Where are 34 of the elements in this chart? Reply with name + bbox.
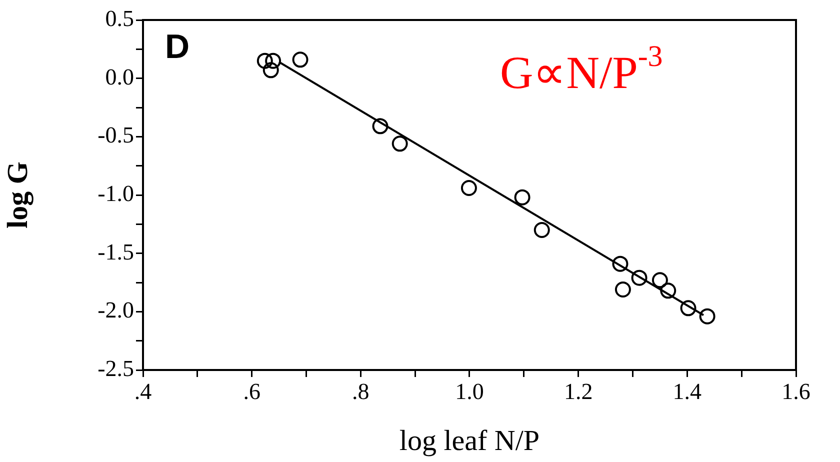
point (460, 180, 477, 196)
x-tick-label: .8 (352, 378, 370, 404)
point (256, 52, 273, 69)
point (534, 222, 550, 238)
y-axis-title: log G (2, 162, 34, 228)
point (372, 118, 388, 134)
y-tick-label: -1.5 (98, 239, 134, 264)
x-tick-label: 1.4 (672, 378, 702, 404)
point (699, 308, 716, 324)
x-tick-label: .6 (243, 378, 260, 404)
x-tick-label: 1.2 (564, 378, 593, 404)
point (392, 136, 408, 152)
y-tick-label: -0.5 (98, 122, 134, 148)
y-tick-label: 0.5 (105, 6, 134, 32)
point (660, 282, 676, 299)
x-tick-label: 1.6 (782, 378, 810, 404)
x-axis-title: log leaf N/P (399, 425, 540, 458)
x-tick-label: 1.0 (455, 378, 484, 404)
annotation: D (165, 28, 190, 67)
y-tick-label: -1.0 (98, 181, 134, 206)
point (265, 52, 282, 69)
point (614, 282, 631, 298)
point (652, 272, 668, 288)
annotation: G∝N/P$^{-3}$ (500, 40, 663, 99)
x-tick-label: .4 (134, 378, 152, 404)
y-tick-label: -2.5 (98, 356, 134, 382)
y-tick-label: 0.0 (105, 64, 134, 90)
point (292, 52, 308, 68)
point (262, 62, 279, 78)
point (514, 189, 530, 206)
point (631, 270, 648, 286)
point (612, 256, 628, 272)
point (680, 300, 696, 316)
y-tick-label: -2.0 (98, 298, 134, 323)
